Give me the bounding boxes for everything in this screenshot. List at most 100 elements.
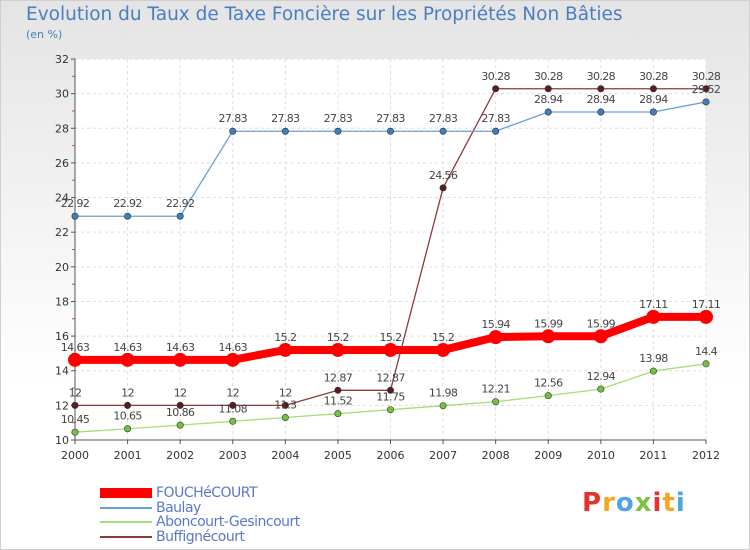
data-label: 12 [69,386,82,399]
data-label: 14.63 [61,341,90,354]
data-label: 28.94 [639,93,668,106]
data-label: 12 [121,386,134,399]
data-point [68,352,82,367]
data-point [229,127,237,135]
data-point [330,342,345,357]
logo-letter: i [675,488,686,518]
data-point [176,401,184,409]
x-tick-label: 2004 [271,449,299,462]
y-tick-label: 14 [55,365,69,378]
data-point [436,342,451,357]
data-point [334,127,342,135]
data-point [225,352,240,367]
x-tick-label: 2005 [324,449,352,462]
data-label: 14.63 [113,341,142,354]
data-point [386,127,394,135]
data-point [699,309,713,324]
data-point [71,212,79,220]
data-label: 17.11 [692,298,721,311]
data-label: 12.87 [376,371,405,384]
data-label: 14.63 [166,341,195,354]
plot-area [75,59,706,440]
y-tick-label: 26 [55,157,69,170]
data-point [488,330,503,345]
data-label: 15.2 [274,331,296,344]
data-label: 17.11 [639,298,668,311]
x-tick-label: 2010 [587,449,615,462]
data-label: 13.98 [639,352,668,365]
data-point [541,329,556,344]
data-label: 12 [174,386,187,399]
y-tick-label: 24 [55,192,69,205]
data-point [124,212,132,220]
data-point [71,428,79,436]
data-label: 28.94 [587,93,616,106]
y-tick-label: 30 [55,88,69,101]
data-point [702,85,710,93]
logo-letter: x [634,488,653,518]
data-point [439,402,447,410]
logo-letter: o [615,488,635,518]
legend-label: FOUCHéCOURT [156,485,258,501]
y-tick-label: 18 [55,295,69,308]
data-label: 12.87 [324,371,353,384]
x-tick-label: 2009 [534,449,562,462]
data-point [646,309,661,324]
data-point [597,108,605,116]
logo-letter: P [582,488,603,518]
data-point [71,401,79,409]
data-label: 12 [226,386,239,399]
data-label: 28.94 [534,93,563,106]
y-tick-label: 32 [55,53,69,66]
x-tick-label: 2012 [692,449,720,462]
data-point [439,127,447,135]
data-point [649,367,657,375]
data-point [649,108,657,116]
data-point [176,421,184,429]
data-label: 15.99 [587,317,616,330]
data-point [229,401,237,409]
data-point [544,108,552,116]
data-label: 22.92 [61,197,90,210]
proxiti-logo: Proxiti [582,488,686,518]
data-point [176,212,184,220]
data-label: 24.56 [429,169,458,182]
data-point [386,386,394,394]
x-tick-label: 2011 [639,449,667,462]
data-point [649,85,657,93]
legend-swatch [100,535,152,538]
x-tick-label: 2002 [166,449,194,462]
data-label: 10.45 [61,413,90,426]
y-tick-label: 22 [55,226,69,239]
data-label: 10.86 [166,406,195,419]
data-point [383,342,398,357]
logo-letter: r [602,488,616,518]
data-point [334,386,342,394]
data-label: 30.28 [481,70,510,83]
x-tick-label: 2003 [219,449,247,462]
x-tick-label: 2008 [482,449,510,462]
legend-swatch [100,506,152,509]
data-point [593,329,608,344]
data-label: 22.92 [113,197,142,210]
y-tick-label: 16 [55,330,69,343]
x-tick-label: 2000 [61,449,89,462]
data-point [597,385,605,393]
data-point [229,417,237,425]
data-label: 11.98 [429,387,458,400]
data-point [173,352,188,367]
data-point [702,360,710,368]
data-point [278,342,293,357]
data-label: 30.28 [692,70,721,83]
legend-swatch [100,488,152,498]
data-label: 15.94 [481,318,510,331]
data-point [281,413,289,421]
data-label: 29.52 [692,83,721,96]
data-label: 30.28 [587,70,616,83]
chart-title: Evolution du Taux de Taxe Foncière sur l… [26,4,623,25]
data-label: 27.83 [429,112,458,125]
data-label: 14.4 [695,345,718,358]
y-tick-label: 28 [55,122,69,135]
chart-subtitle: (en %) [26,28,63,41]
